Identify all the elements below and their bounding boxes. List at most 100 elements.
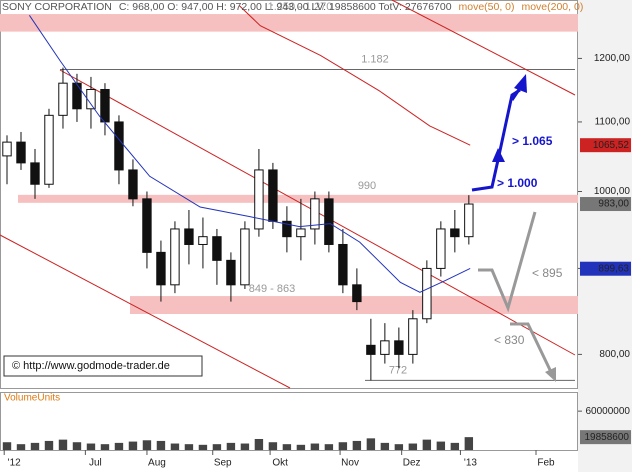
volume-bar — [422, 439, 432, 450]
candle-body — [310, 198, 320, 230]
x-tick-label: Aug — [148, 458, 166, 469]
volume-bar — [436, 441, 446, 450]
volume-label: VolumeUnits — [4, 393, 60, 404]
axis-panel — [578, 0, 632, 472]
x-tick-label: '12 — [8, 458, 21, 469]
volume-bar — [268, 442, 278, 450]
candle-body — [296, 228, 306, 238]
watermark-box — [3, 355, 203, 377]
candle-body — [184, 228, 194, 245]
arrow — [478, 211, 537, 313]
candle-body — [16, 141, 26, 164]
volume-bar — [184, 444, 194, 450]
header-title: SONY CORPORATION — [2, 1, 112, 13]
level-label: 849 - 863 — [249, 283, 295, 295]
header: SONY CORPORATION C: 968,00 O: 947,00 H: … — [2, 1, 583, 13]
arrow-head — [545, 367, 556, 382]
volume-bar — [170, 443, 180, 450]
candle-body — [198, 236, 208, 245]
candle-body — [226, 259, 236, 286]
y-tick-label: 800,00 — [599, 349, 630, 360]
legend-entry: move(50, 0) — [459, 1, 515, 13]
volume-bar — [2, 442, 12, 450]
y-tick-label: 1000,00 — [594, 186, 631, 197]
x-tick-label: Dez — [403, 458, 421, 469]
y-tick-label: 1200,00 — [594, 53, 631, 64]
volume-bar — [394, 444, 404, 450]
volume-bar — [338, 442, 348, 450]
x-tick-label: Jul — [89, 458, 102, 469]
labels: > 1.065 > 1.000 < 895 < 830 © http://www… — [3, 134, 563, 404]
x-tick-label: Feb — [537, 458, 555, 469]
annotation: < 895 — [532, 266, 563, 280]
volume-bar — [366, 438, 376, 450]
candle-body — [282, 220, 292, 238]
annotation: > 1.000 — [497, 176, 538, 190]
candle-body — [2, 141, 12, 157]
candle-body — [464, 203, 474, 238]
candle-body — [254, 169, 264, 230]
volume-bar — [380, 442, 390, 450]
arrow-head — [514, 74, 527, 93]
candle-body — [422, 267, 432, 320]
volume-bar — [198, 444, 208, 450]
volume-bar — [282, 444, 292, 450]
x-tick-label: Sep — [214, 458, 232, 469]
bands: 1.250 - 1.270 1.182 990 849 - 863 772 — [0, 1, 578, 381]
volume-bar — [156, 440, 166, 450]
candle-body — [170, 228, 180, 286]
candle-body — [268, 169, 278, 222]
volume-bar — [142, 440, 152, 450]
candle-body — [366, 344, 376, 355]
annotation: < 830 — [494, 333, 525, 347]
volume-tag-label: 19858600 — [585, 432, 630, 443]
price-tag-label: 1065,52 — [593, 140, 630, 151]
x-tick-label: Nov — [341, 458, 359, 469]
candle-body — [72, 82, 82, 110]
candle-body — [212, 236, 222, 261]
candle-body — [30, 162, 40, 185]
legend-entry: move(200, 0) — [521, 1, 583, 13]
trend-line — [391, 0, 576, 96]
price-tag — [580, 197, 631, 212]
candle-body — [100, 88, 110, 123]
volume-bar — [324, 444, 334, 450]
candle-body — [338, 243, 348, 286]
price-tag-label: 983,00 — [598, 199, 629, 210]
volume-bar — [86, 443, 96, 450]
x-tick-label: '13 — [464, 458, 477, 469]
volume-bar — [72, 442, 82, 450]
volume-bar — [44, 440, 54, 450]
header-stats: C: 968,00 O: 947,00 H: 972,00 L: 943,00 … — [119, 1, 452, 13]
candle-body — [114, 121, 124, 171]
y-tick-label: 1100,00 — [595, 117, 631, 128]
price-tag-label: 899,63 — [598, 263, 629, 274]
volume-frame — [0, 392, 578, 451]
candle-body — [128, 169, 138, 200]
volume-bar — [254, 438, 264, 450]
candle-body — [352, 284, 362, 303]
price-frame — [0, 0, 578, 389]
volume-bar — [114, 442, 124, 450]
price-tag — [580, 261, 631, 276]
candle-body — [86, 88, 96, 110]
price-tag — [580, 138, 631, 153]
level-label: 990 — [358, 180, 376, 192]
axes: 800,00900,001000,001100,001200,001065,52… — [3, 53, 631, 469]
candle-body — [240, 228, 250, 286]
candle-body — [394, 340, 404, 355]
volume-tag — [580, 430, 631, 445]
candle-body — [450, 228, 460, 238]
volume-bar — [128, 441, 138, 450]
candle-body — [380, 340, 390, 355]
plot — [2, 5, 474, 450]
candle-body — [142, 198, 152, 253]
level-band — [0, 14, 578, 32]
volume-bar — [296, 444, 306, 450]
volume-bar — [450, 442, 460, 450]
volume-bar — [16, 444, 26, 450]
arrow — [471, 159, 500, 192]
level-label: 1.250 - 1.270 — [268, 1, 333, 13]
